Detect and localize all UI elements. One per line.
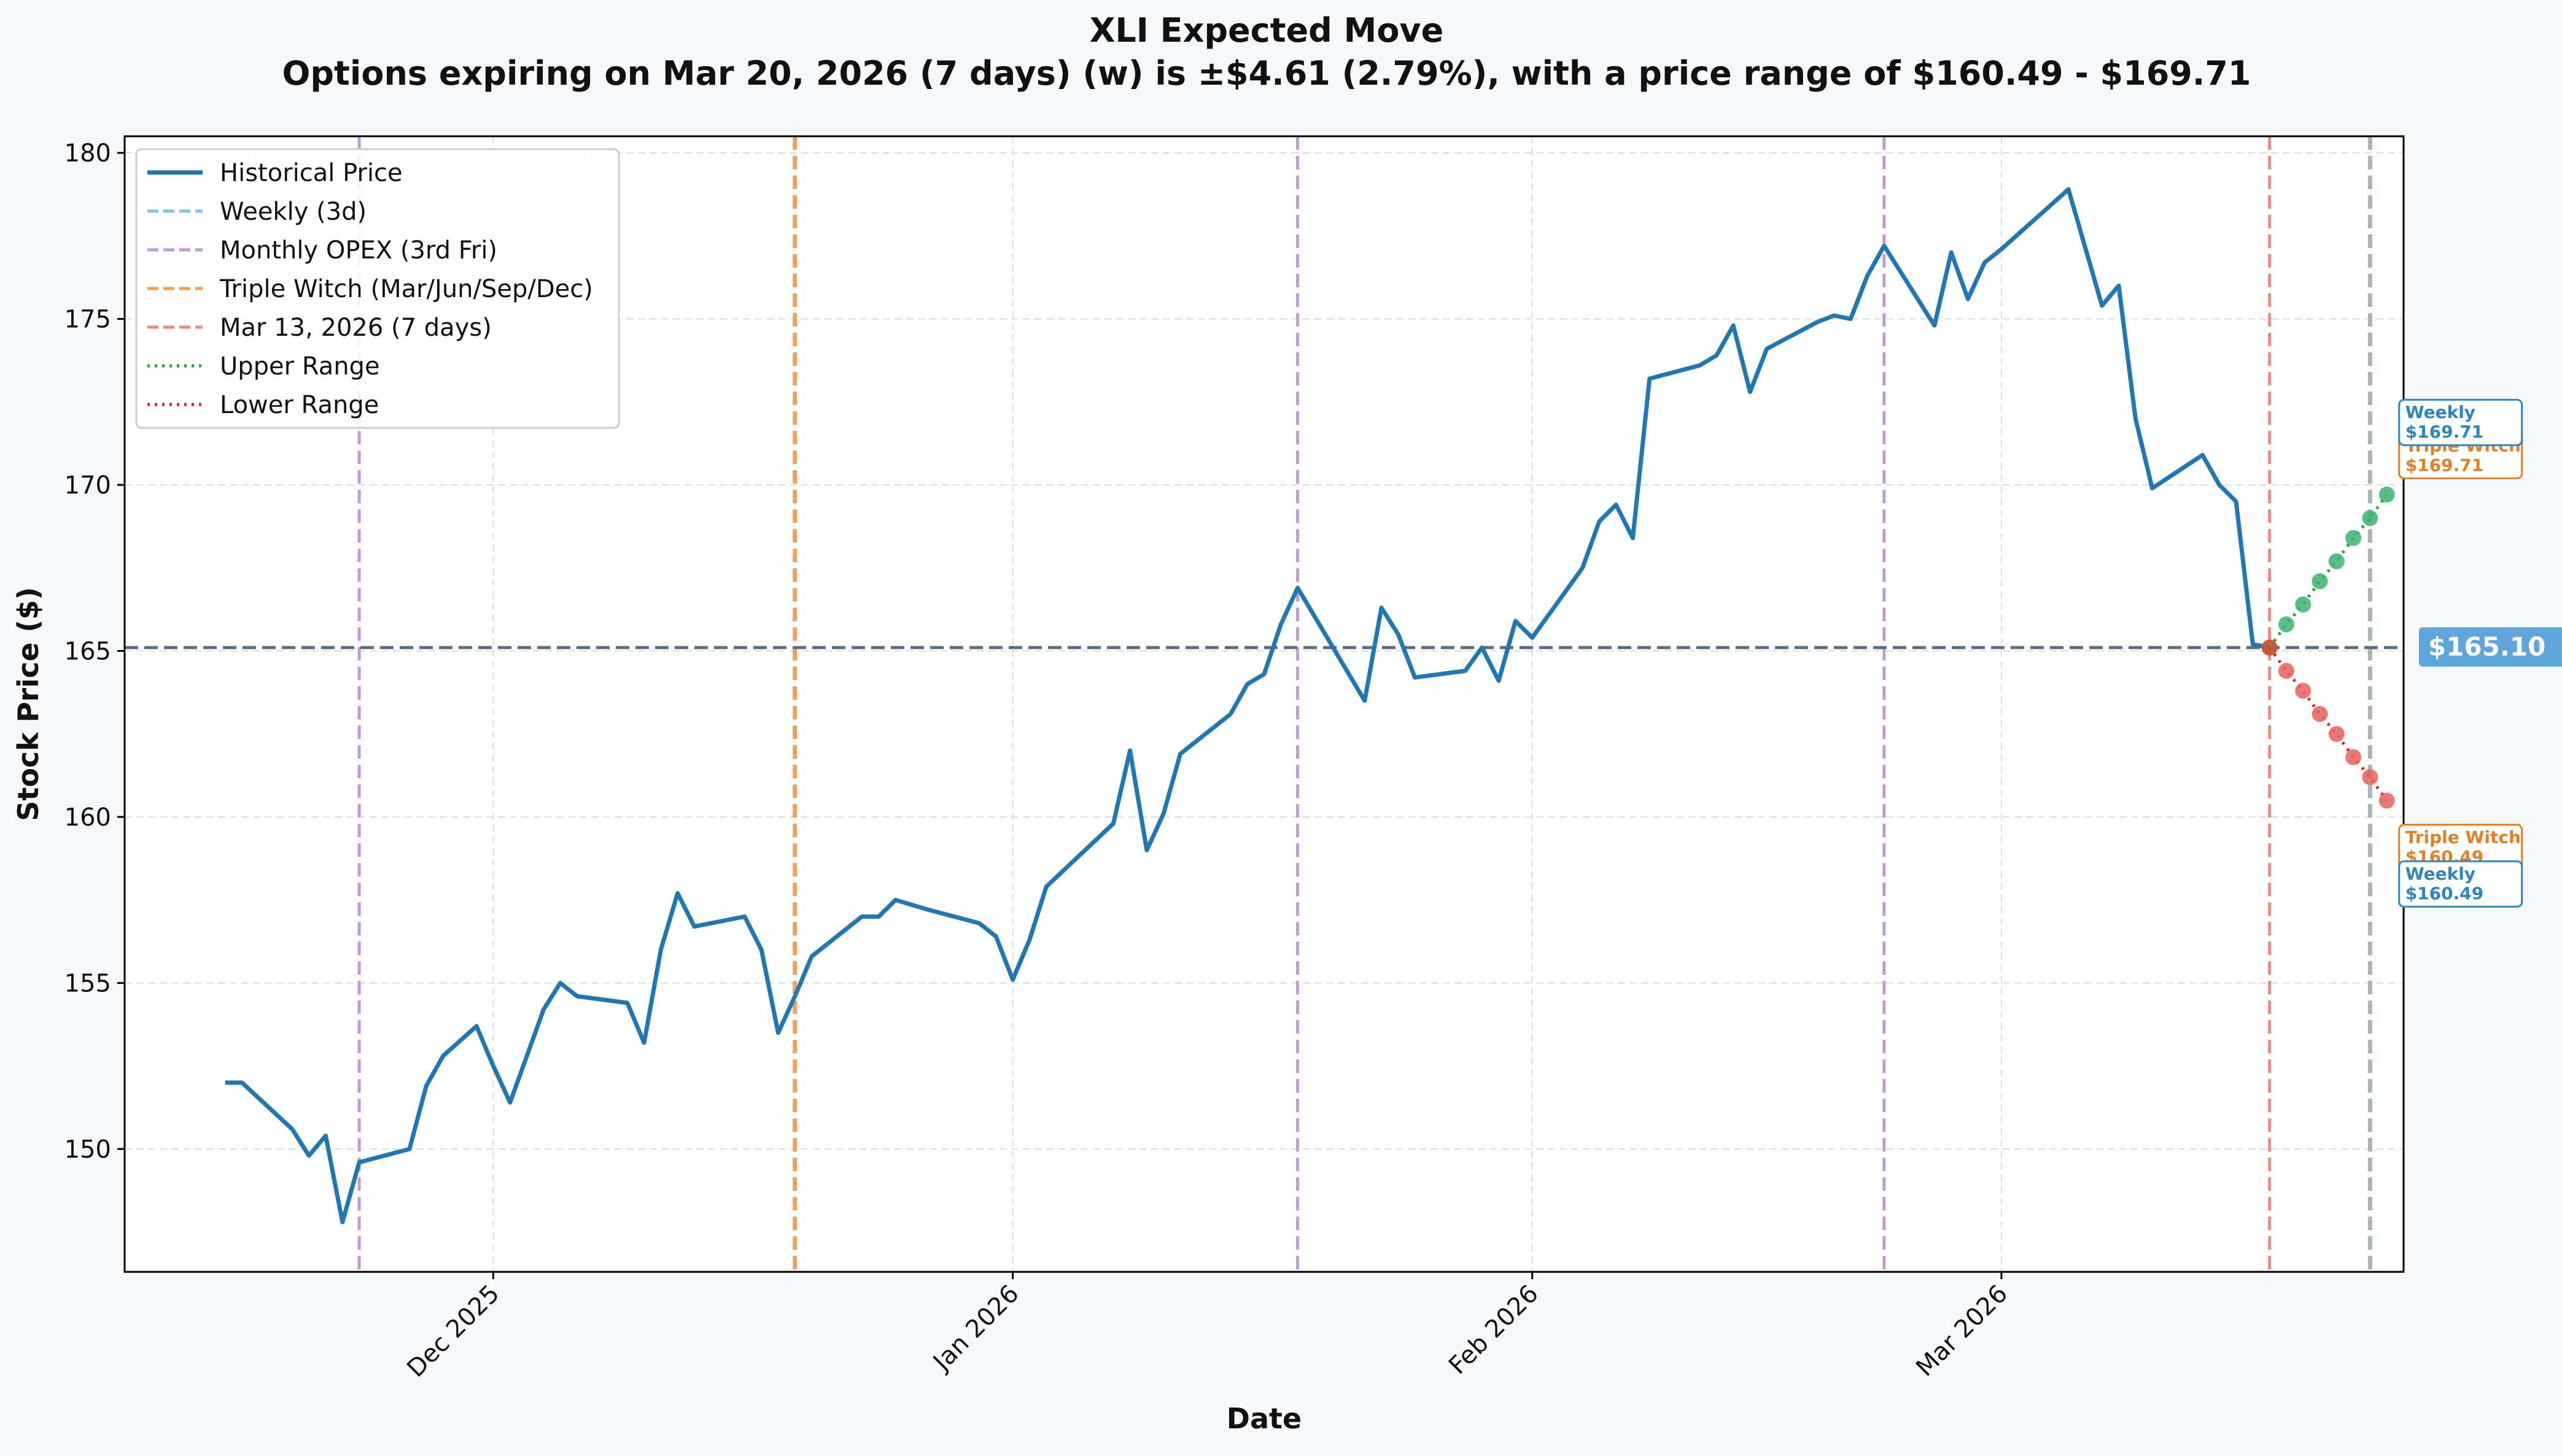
upper-range-point [2312,573,2328,589]
x-tick-label: Jan 2026 [926,1280,1024,1377]
x-tick-label: Mar 2026 [1911,1280,2013,1382]
weekly-lower-label: Weekly$160.49 [2398,860,2523,908]
y-tick-label: 150 [64,1136,111,1164]
lower-range-point [2261,640,2278,656]
y-tick-label: 180 [64,139,111,168]
upper-range-point [2278,616,2294,633]
upper-range-point [2378,486,2395,503]
historical-price-line [225,187,2270,1225]
lower-range-point [2378,792,2395,809]
current-price-label: $165.10 [2428,632,2545,662]
legend-label: Mar 13, 2026 (7 days) [220,314,492,342]
legend-label: Historical Price [220,159,403,187]
y-axis-ticks: 150 155 160 165 170 175 180 [64,139,125,1164]
legend-label: Upper Range [220,352,380,381]
y-tick-label: 175 [64,306,111,334]
weekly-upper-label: Weekly$169.71 [2398,398,2523,446]
legend-label: Weekly (3d) [220,198,367,226]
current-price-badge: $165.10 [2419,627,2562,667]
legend: Historical Price Weekly (3d) Monthly OPEX … [135,148,620,429]
legend-label: Triple Witch (Mar/Jun/Sep/Dec) [219,275,593,303]
lower-range-point [2295,683,2312,699]
legend-label: Monthly OPEX (3rd Fri) [220,236,497,265]
upper-range-point [2328,553,2345,570]
x-tick-label: Dec 2025 [402,1280,505,1383]
y-tick-label: 155 [64,969,111,997]
upper-range-point [2345,530,2362,546]
expected-range [2261,486,2395,809]
lower-range-point [2278,662,2294,679]
weekly-upper-label-title: Weekly [2405,402,2475,422]
triple-witch-lower-label-title: Triple Witch [2405,827,2521,848]
legend-frame [135,148,620,429]
lower-range-point [2345,749,2362,765]
lower-range-point [2362,769,2378,786]
y-tick-label: 170 [64,471,111,500]
triple-witch-lower-label: Triple Witch$160.49 [2398,824,2523,872]
lower-range-point [2312,706,2328,722]
weekly-lower-label-value: $160.49 [2405,883,2484,904]
weekly-lower-label-title: Weekly [2405,864,2475,884]
x-tick-label: Feb 2026 [1443,1280,1544,1380]
x-axis-label: Date [1227,1402,1302,1435]
y-axis-label: Stock Price ($) [12,587,45,821]
price-series [125,187,2404,1225]
lower-range-point [2328,726,2345,742]
chart-subtitle: Options expiring on Mar 20, 2026 (7 days… [282,54,2251,93]
x-axis-ticks: Dec 2025 Jan 2026 Feb 2026 Mar 2026 [402,1272,2013,1383]
plot-frame [123,135,2405,1273]
y-tick-label: 165 [64,637,111,665]
current-price-badge-bg [2419,627,2562,667]
expiry-vertical-lines [357,136,2372,1272]
weekly-upper-label-box [2398,398,2523,446]
weekly-lower-label-box [2398,860,2523,908]
triple-witch-upper-label-value: $169.71 [2405,455,2484,475]
upper-range-point [2362,510,2378,527]
chart-title: XLI Expected Move [1090,11,1444,50]
weekly-upper-label-value: $169.71 [2405,422,2484,442]
upper-range-point [2295,596,2312,613]
legend-label: Lower Range [220,391,379,419]
y-tick-label: 160 [64,804,111,832]
